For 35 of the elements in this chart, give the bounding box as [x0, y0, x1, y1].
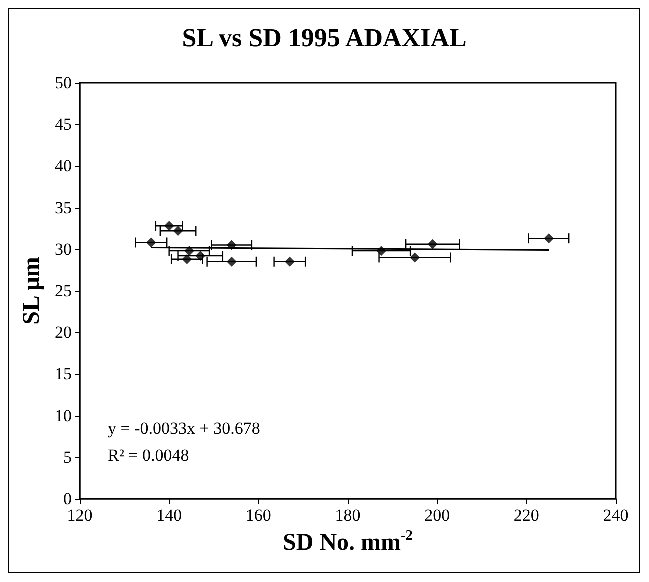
x-tick-label: 240: [603, 506, 629, 525]
y-axis-title: SL µm: [19, 257, 46, 325]
annotation: R² = 0.0048: [108, 446, 190, 465]
y-tick-label: 30: [55, 240, 72, 259]
x-tick-label: 220: [514, 506, 540, 525]
y-tick-label: 25: [55, 282, 72, 300]
point: [226, 240, 237, 250]
y-tick-label: 50: [55, 74, 72, 92]
point: [184, 246, 194, 256]
point: [226, 256, 237, 267]
point: [284, 256, 295, 267]
point: [428, 239, 438, 250]
point: [146, 238, 156, 248]
y-tick-label: 10: [55, 406, 72, 426]
x-tick-label: 200: [424, 506, 450, 525]
chart-title: SL vs SD 1995 ADAXIAL: [182, 24, 467, 52]
point: [164, 221, 174, 232]
y-tick-label: 20: [55, 323, 72, 342]
x-tick-label: 140: [156, 506, 182, 525]
point: [196, 251, 206, 262]
annotation: y = -0.0033x + 30.678: [108, 419, 260, 438]
x-tick-label: 160: [246, 506, 272, 525]
y-tick-label: 15: [55, 364, 72, 384]
point: [182, 254, 192, 264]
point: [544, 234, 554, 244]
y-tick-label: 40: [55, 156, 72, 176]
y-tick-label: 0: [64, 490, 72, 508]
x-tick-label: 120: [67, 506, 93, 525]
y-tick-label: 45: [55, 115, 72, 134]
x-tick-label: 180: [335, 506, 361, 525]
point: [376, 246, 386, 256]
y-tick-label: 5: [64, 448, 72, 467]
y-tick-label: 35: [55, 198, 72, 218]
point: [410, 252, 420, 263]
point: [173, 226, 184, 236]
